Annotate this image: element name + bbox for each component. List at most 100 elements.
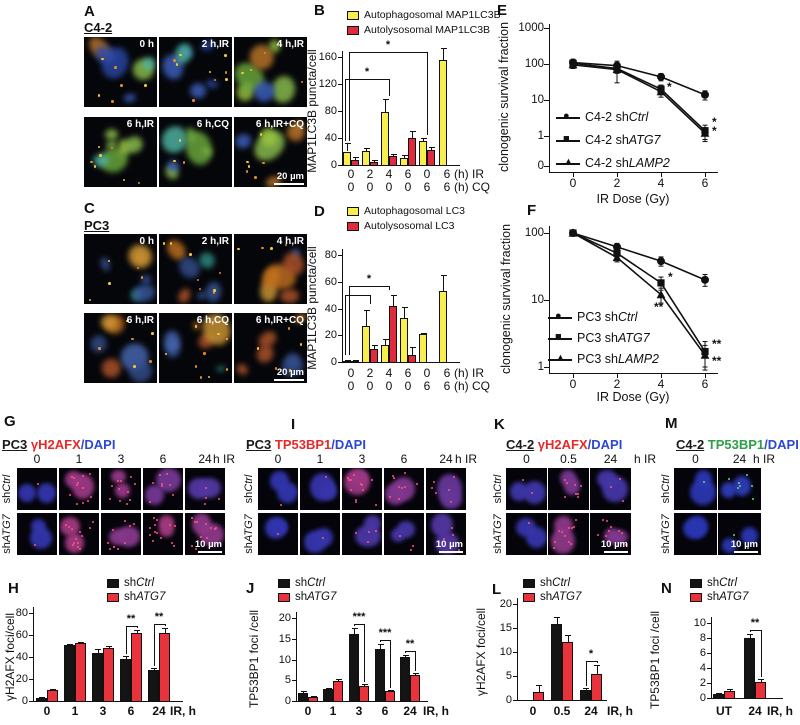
y-tick [513,676,517,678]
stain-dot [527,522,530,525]
error-bar [404,307,405,318]
stain-dot [620,532,623,535]
scale-bar-label: 20 µm [276,366,304,378]
tile-time-label: 6 h,IR+CQ [255,119,304,130]
micro-tile-G-0-0 [17,468,57,510]
y-tick [513,700,517,702]
col-unit: h IR [213,452,236,466]
micro-tile-I-0-3 [384,468,424,510]
sig-bracket [405,651,415,653]
stain-dot [403,486,406,489]
y-tick [544,367,549,369]
y-tick-label: 0 [21,695,28,707]
stain-dot [153,524,156,527]
x-tick-label: 24 [748,704,762,718]
error-cap [594,664,600,666]
bar [351,360,359,362]
puncta-dot [169,242,173,245]
x-tick-label: 4 [385,366,393,380]
sig-label: ** [405,638,415,651]
error-bar [355,156,356,160]
puncta-dot [249,68,253,72]
error-cap [363,309,370,311]
y-axis [549,24,551,173]
stain-dot [433,480,436,483]
x-tick-label: 0 [385,379,393,393]
stain-dot [728,477,731,480]
bar [591,673,602,700]
puncta-dot [162,242,166,245]
puncta-dot [164,352,168,356]
bar [343,360,351,362]
cell-blob [234,360,251,377]
legend-swatch [347,222,359,231]
scale-bar-line [274,378,304,381]
x-tick-label: 6 [381,704,389,718]
scale-bar-label: 20 µm [276,170,304,182]
puncta-dot [261,246,264,250]
stain-dot [457,548,460,551]
square-marker [657,279,665,287]
col-unit: h IR [455,452,478,466]
x-axis [549,172,718,174]
nucleus-blob [111,469,126,484]
stain-dot [191,544,194,547]
y-axis-label: MAP1LC3B puncta/cell [305,49,319,173]
stain-dot [350,489,353,492]
x-axis [342,165,460,167]
y-tick-label: 60 [324,275,337,288]
bar [389,156,397,165]
sig-bracket [380,639,381,642]
x-axis [33,701,183,703]
micro-tile-K-0-0 [506,468,547,510]
puncta-dot [122,178,126,182]
stain-dot [109,497,112,500]
nucleus-blob [310,473,336,502]
sig-bracket [390,639,391,688]
y-tick-label: 0 [330,159,337,171]
sig-bracket [427,52,428,136]
col-header: 0 [33,452,41,466]
sig-label: * [385,39,391,52]
stain-dot [81,502,84,505]
circle-marker [657,257,665,266]
micro-tile-C-2: 4 h,IR [234,234,307,304]
nucleus-blob [145,485,164,505]
scale-bar-line [274,182,304,185]
stain-dot [703,481,706,484]
x-tick-label: 0 [569,176,577,190]
legend-line [548,338,572,340]
sig-bracket [389,285,390,290]
y-tick-label: 10 [531,294,544,306]
legend-swatch [347,11,359,20]
x-tick-label: 24 [584,704,598,718]
puncta-dot [203,352,206,355]
bar [400,157,408,165]
stain-dot [129,525,132,528]
scale-bar-line [734,550,758,553]
error-cap [67,643,73,645]
stain-dot [370,479,373,482]
nucleus-blob [17,483,36,503]
y-tick [338,138,342,140]
row-label: shCtrl [492,474,504,504]
stain-dot [112,529,114,532]
col-header: 1 [316,452,324,466]
puncta-dot [270,247,273,250]
bar [64,644,75,701]
stain-dot [172,494,175,497]
y-tick-label: 160 [318,51,337,63]
puncta-dot [90,160,93,164]
line-chart-F [568,228,710,371]
stain-dot [72,543,75,546]
y-tick [544,233,549,235]
stain-dot [347,477,350,480]
nucleus-blob [720,481,736,499]
error-bar [556,616,558,625]
x-tick-label: 6 [443,379,451,393]
error-cap [536,684,542,686]
error-bar [108,646,110,649]
col-header: 0 [692,452,699,466]
puncta-dot [274,367,278,370]
stain-dot [618,529,621,532]
